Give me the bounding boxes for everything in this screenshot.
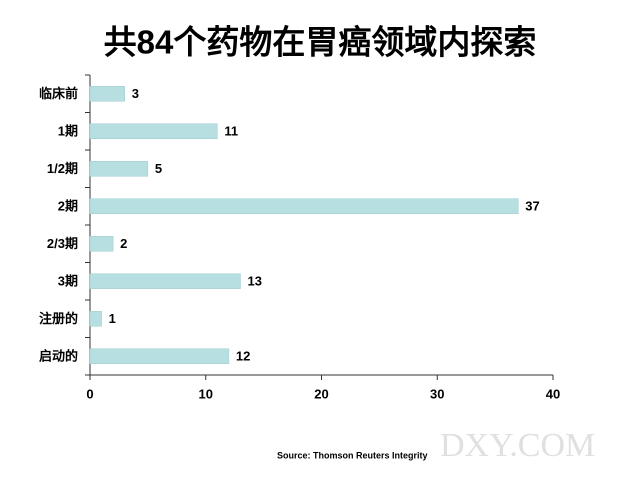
watermark: DXY.COM [440,427,595,464]
bar [89,161,149,177]
chart-title: 共84个药物在胃癌领域内探索 [104,24,537,61]
bar [89,198,519,214]
value-label: 37 [525,199,539,214]
y-tick-label: 2期 [58,199,78,214]
value-label: 11 [224,124,238,139]
value-label: 2 [120,236,127,251]
x-tick-label: 20 [314,386,328,401]
source-note: Source: Thomson Reuters Integrity [277,450,428,460]
x-tick-label: 30 [430,386,444,401]
value-label: 3 [132,86,139,101]
y-tick-label: 1/2期 [47,161,78,176]
value-label: 13 [247,274,261,289]
bar [89,86,125,102]
bar [89,236,114,252]
bar [89,123,218,139]
value-label: 12 [236,349,250,364]
y-tick-label: 注册的 [39,311,78,326]
x-tick-label: 0 [86,386,93,401]
x-tick-label: 10 [199,386,213,401]
bar [89,311,102,327]
x-tick-label: 40 [546,386,560,401]
value-label: 1 [109,311,116,326]
y-tick-label: 启动的 [39,349,78,364]
y-tick-label: 2/3期 [47,236,78,251]
bar [89,273,241,289]
value-label: 5 [155,161,162,176]
y-tick-label: 临床前 [39,86,78,101]
y-tick-label: 1期 [58,124,78,139]
y-tick-label: 3期 [58,274,78,289]
bar [89,348,230,364]
